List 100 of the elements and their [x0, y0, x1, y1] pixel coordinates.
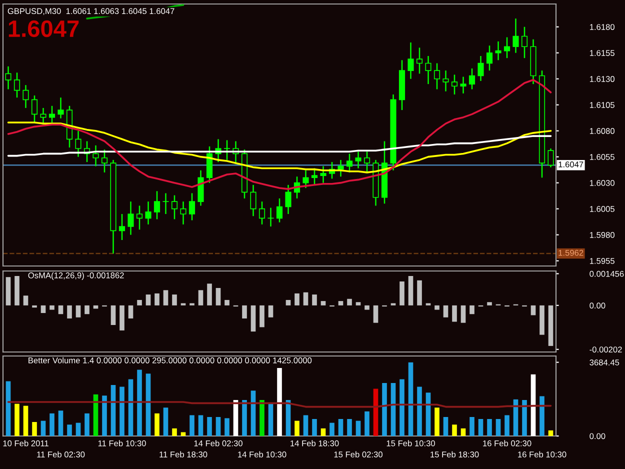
bar	[277, 368, 282, 436]
bar	[338, 419, 344, 436]
candlestick	[14, 72, 20, 98]
y-tick-label: 1.6130	[590, 76, 614, 82]
y-tick-label: -0.00202	[590, 346, 622, 352]
bar	[548, 305, 554, 346]
bar	[67, 305, 72, 318]
bar	[137, 300, 142, 306]
bar	[303, 415, 308, 436]
candlestick	[75, 130, 82, 158]
bar	[400, 281, 404, 306]
bar	[417, 280, 422, 306]
bar	[146, 374, 151, 436]
y-tick-label: 1.6055	[590, 154, 614, 160]
x-tick-label: 11 Feb 02:30	[37, 451, 85, 458]
bar	[120, 305, 124, 330]
y-tick-label: 0.00	[590, 302, 606, 309]
candlestick	[285, 184, 292, 215]
bar	[224, 418, 230, 436]
candlestick	[468, 68, 476, 90]
line-series	[7, 122, 552, 174]
candlestick	[92, 144, 99, 167]
bar	[50, 305, 54, 310]
bar	[434, 305, 440, 310]
bar	[76, 305, 81, 318]
bar	[154, 293, 160, 306]
x-tick-label: 15 Feb 02:30	[334, 451, 382, 458]
x-tick-label: 16 Feb 10:30	[518, 451, 566, 458]
line-series	[7, 135, 552, 157]
bar	[487, 419, 492, 436]
candlestick	[198, 170, 204, 206]
candlestick	[188, 192, 196, 221]
candlestick	[154, 190, 160, 220]
bar	[540, 305, 544, 335]
bar	[400, 379, 404, 436]
candlestick	[180, 200, 186, 226]
bar	[172, 428, 177, 436]
bar	[110, 385, 116, 436]
candlestick	[276, 198, 283, 223]
x-tick-label: 14 Feb 10:30	[238, 451, 286, 458]
ref-line-label: 1.5962	[558, 250, 584, 256]
bar	[6, 381, 11, 436]
chart-title: GBPUSD,M30 1.6061 1.6063 1.6045 1.6047	[8, 8, 174, 16]
x-tick-label: 15 Feb 18:30	[430, 451, 479, 458]
y-tick-label: 0.001456	[590, 270, 624, 277]
bar	[294, 420, 300, 436]
bar	[207, 417, 212, 436]
candlestick	[145, 200, 152, 226]
ref-line-label: 1.6047	[558, 161, 584, 168]
bar	[154, 413, 160, 436]
bar	[312, 419, 317, 436]
bar	[128, 305, 134, 318]
candlestick	[478, 55, 484, 82]
chart-title: OsMA(12,26,9) -0.001862	[28, 272, 124, 280]
candlestick	[268, 207, 274, 228]
bar	[373, 305, 378, 323]
candlestick	[364, 151, 370, 174]
bar	[268, 404, 274, 436]
bar	[460, 305, 466, 323]
bar	[522, 400, 527, 436]
bar	[382, 383, 387, 436]
bar	[496, 419, 501, 436]
bar	[242, 400, 247, 436]
bar	[268, 305, 274, 318]
bar	[163, 290, 168, 306]
candlestick	[101, 148, 108, 174]
candlestick	[355, 151, 362, 169]
bar	[40, 420, 46, 436]
bar	[76, 422, 81, 436]
bar	[50, 413, 54, 436]
bar	[364, 411, 370, 436]
bar	[364, 305, 370, 310]
bar	[84, 413, 90, 436]
candlestick	[486, 44, 493, 72]
x-tick-label: 14 Feb 02:30	[194, 440, 242, 446]
candlestick	[258, 200, 266, 226]
y-tick-label: 1.6105	[590, 102, 614, 108]
y-tick-label: 0.00	[590, 433, 606, 440]
y-tick-label: 1.6180	[590, 24, 614, 30]
candlestick	[495, 40, 502, 61]
bar	[180, 432, 186, 436]
bar	[146, 294, 151, 306]
candlestick	[442, 70, 449, 92]
candlestick	[48, 105, 56, 124]
bar	[23, 296, 28, 306]
bar	[347, 419, 352, 436]
y-tick-label: 1.6030	[590, 180, 614, 186]
bar	[408, 362, 414, 436]
candlestick	[40, 107, 46, 126]
candlestick	[548, 148, 554, 168]
bar	[84, 305, 90, 314]
bar	[504, 415, 510, 436]
candlestick	[128, 200, 134, 236]
bar	[356, 420, 361, 436]
candlestick	[320, 166, 326, 184]
x-tick-label: 14 Feb 18:30	[290, 440, 339, 446]
candlestick	[250, 184, 256, 217]
bar	[470, 305, 474, 314]
bar	[207, 284, 212, 306]
bar	[320, 301, 326, 306]
